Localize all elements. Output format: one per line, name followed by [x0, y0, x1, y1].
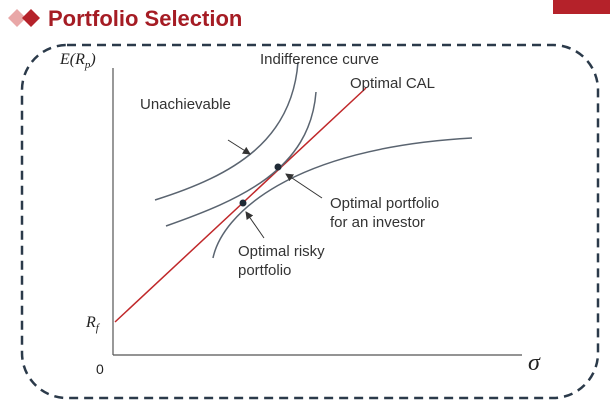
- logo: [553, 0, 610, 14]
- optimal-portfolio-label: Optimal portfolio for an investor: [330, 195, 439, 231]
- indifference-label: Indifference curve: [260, 51, 379, 68]
- x-axis-label: σ: [528, 350, 541, 376]
- optimal-risky-point: [239, 199, 247, 207]
- frame: [20, 43, 600, 400]
- indifference-curve: [154, 61, 299, 201]
- title: Portfolio Selection: [48, 6, 242, 31]
- arrow: [227, 139, 251, 155]
- unachievable-label: Unachievable: [140, 96, 231, 113]
- optimal-portfolio-point: [274, 163, 282, 171]
- arrow: [285, 173, 323, 199]
- origin-label: 0: [96, 361, 104, 377]
- title-icon: [8, 9, 40, 27]
- rf-label: Rf: [85, 314, 101, 334]
- y-axis-label: E(Rp): [59, 51, 96, 71]
- optimal-risky-label: Optimal risky portfolio: [238, 243, 325, 279]
- efficient-frontier: [212, 137, 473, 259]
- arrow: [245, 211, 265, 239]
- cal-label: Optimal CAL: [350, 75, 435, 92]
- indifference-curve: [165, 91, 317, 227]
